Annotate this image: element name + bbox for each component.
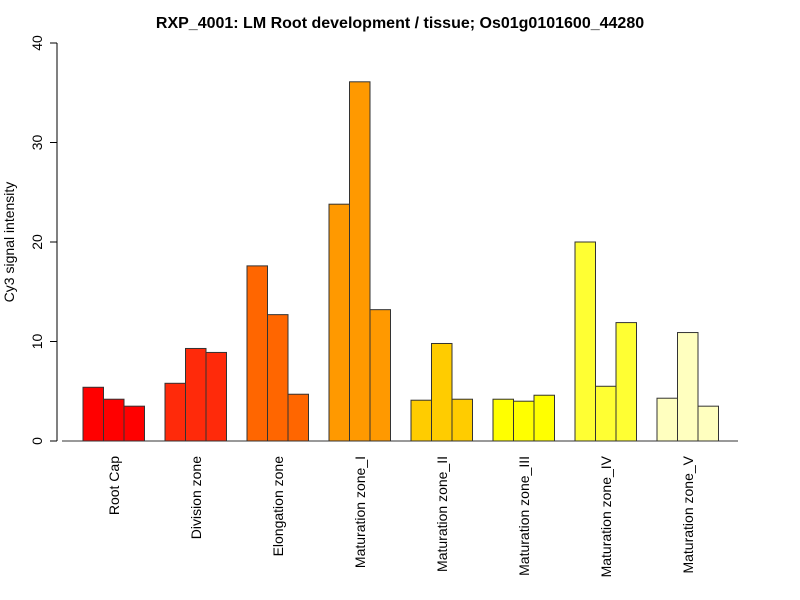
bar xyxy=(431,342,453,442)
bar xyxy=(533,394,555,442)
bar-group xyxy=(328,81,391,442)
bar xyxy=(369,309,391,442)
bar xyxy=(287,393,309,442)
y-tick-label: 40 xyxy=(29,35,45,51)
x-tick-label: Maturation zone_IV xyxy=(598,455,614,577)
bar-group xyxy=(656,332,719,442)
y-tick-label: 10 xyxy=(29,334,45,350)
y-tick-label: 20 xyxy=(29,234,45,250)
x-tick-label: Elongation zone xyxy=(270,456,286,557)
bar xyxy=(410,399,432,442)
bar xyxy=(677,332,699,442)
x-tick-label: Maturation zone_V xyxy=(680,455,696,573)
bar xyxy=(328,203,350,442)
bar xyxy=(656,397,678,442)
bar-group xyxy=(246,265,309,442)
x-tick-label: Maturation zone_II xyxy=(434,456,450,572)
bar-group xyxy=(574,241,637,442)
chart-title: RXP_4001: LM Root development / tissue; … xyxy=(156,15,644,32)
bar xyxy=(123,405,145,442)
x-tick-label: Maturation zone_I xyxy=(352,456,368,568)
bar xyxy=(82,386,104,442)
bar xyxy=(615,322,637,442)
bar xyxy=(246,265,268,442)
bar-group xyxy=(492,394,555,442)
y-tick-label: 0 xyxy=(29,437,45,445)
bar xyxy=(513,400,535,442)
y-tick-label: 30 xyxy=(29,135,45,151)
bar xyxy=(697,405,719,442)
y-axis-label: Cy3 signal intensity xyxy=(1,182,17,303)
bar xyxy=(451,398,473,442)
bar xyxy=(164,382,186,442)
bar xyxy=(185,347,207,442)
bar xyxy=(492,398,514,442)
bar xyxy=(205,351,227,442)
bar-group xyxy=(410,342,473,442)
bar xyxy=(349,81,371,442)
bar xyxy=(595,385,617,442)
bar xyxy=(267,314,289,442)
x-tick-label: Root Cap xyxy=(106,456,122,515)
bar xyxy=(103,398,125,442)
x-tick-label: Division zone xyxy=(188,456,204,539)
bar-group xyxy=(82,386,145,442)
x-tick-label: Maturation zone_III xyxy=(516,456,532,576)
bar-group xyxy=(164,347,227,442)
bar xyxy=(574,241,596,442)
